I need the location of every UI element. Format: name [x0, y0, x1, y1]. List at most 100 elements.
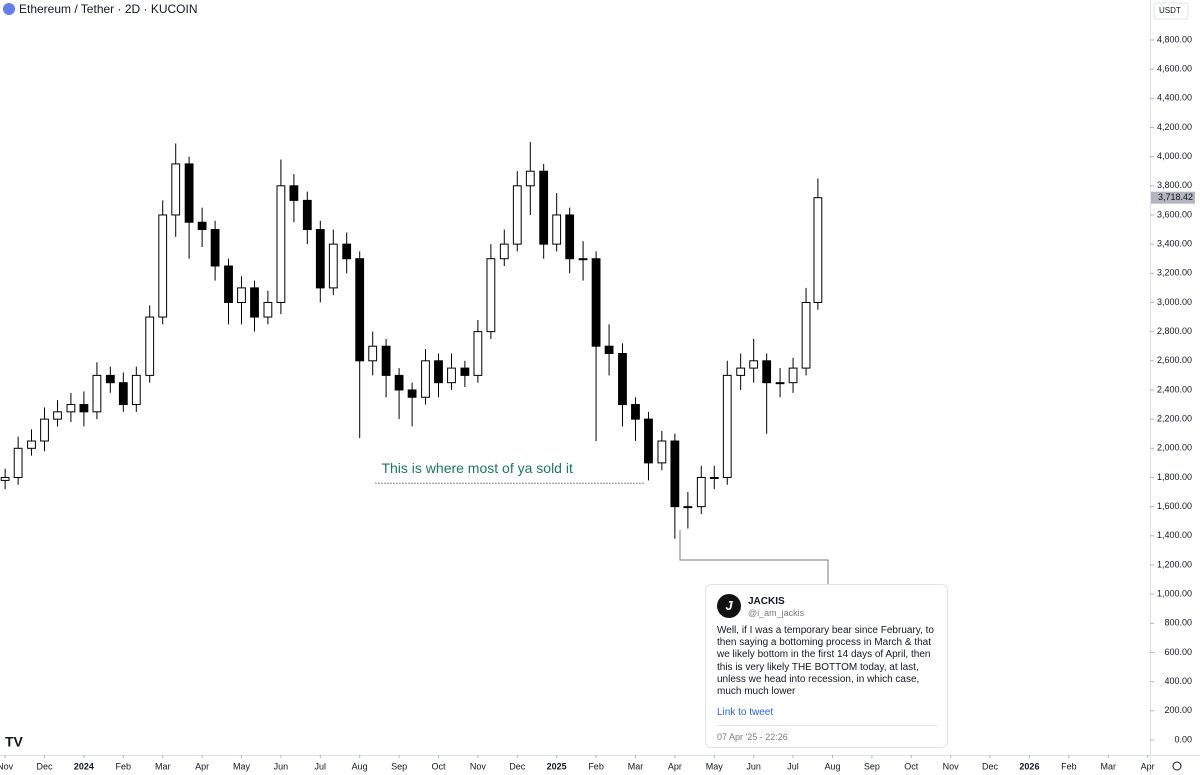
x-tick-label: 2025 — [547, 761, 567, 771]
settings-icon[interactable] — [1172, 761, 1182, 771]
candle-body — [618, 353, 627, 406]
candle-body — [813, 197, 823, 303]
annotation-text: This is where most of ya sold it — [381, 460, 573, 476]
y-tick-label: 2,800.00 — [1157, 326, 1192, 336]
candle-body — [644, 418, 653, 464]
svg-text:TV: TV — [5, 734, 24, 750]
x-tick-label: Feb — [1061, 761, 1077, 771]
candle-body — [473, 331, 483, 376]
candle-body — [539, 170, 549, 245]
candle-body — [421, 360, 430, 398]
tweet-connector — [679, 530, 829, 584]
coin-icon — [3, 3, 15, 15]
candle-body — [27, 440, 36, 449]
candle-body — [237, 287, 246, 303]
x-tick-label: Oct — [904, 761, 919, 771]
x-tick-label: Jul — [787, 761, 799, 771]
candle-body — [302, 199, 312, 231]
candle-body — [184, 163, 194, 223]
y-tick-label: 1,400.00 — [1157, 530, 1192, 540]
candle-body — [197, 221, 207, 231]
x-tick-label: Mar — [155, 761, 171, 771]
candle-body — [499, 243, 509, 260]
x-tick-label: Oct — [431, 761, 446, 771]
currency-box[interactable] — [1153, 2, 1189, 20]
x-tick-label: Feb — [116, 761, 132, 771]
y-tick-label: 4,400.00 — [1157, 93, 1192, 103]
candle-body — [342, 243, 352, 260]
candle-body — [394, 374, 404, 391]
x-tick-label: Dec — [509, 761, 526, 771]
candle-body — [788, 367, 798, 384]
candle-body — [13, 447, 23, 478]
y-tick-label: 4,800.00 — [1157, 34, 1192, 44]
tweet-avatar: J — [717, 594, 741, 618]
candle-body — [736, 367, 746, 376]
y-tick-label: 3,800.00 — [1157, 180, 1192, 190]
x-tick-label: Aug — [824, 761, 840, 771]
x-tick-label: Dec — [37, 761, 54, 771]
tweet-divider — [717, 725, 937, 726]
candle-body — [368, 345, 378, 362]
x-tick-label: Sep — [391, 761, 407, 771]
x-tick-label: May — [233, 761, 251, 771]
candle-body — [289, 185, 299, 201]
y-tick-label: 0.00 — [1174, 734, 1192, 744]
candle-body — [92, 374, 102, 413]
candle-body — [66, 404, 76, 413]
y-tick-label: 800.00 — [1164, 618, 1192, 628]
candle-body — [512, 185, 522, 245]
candle-body — [53, 411, 62, 420]
chart-title: Ethereum / Tether · 2D · KUCOIN — [19, 2, 198, 16]
candle-body — [79, 404, 89, 413]
candle-body — [460, 367, 470, 376]
tweet-name: JACKIS — [748, 596, 785, 607]
candle-body — [328, 243, 338, 289]
tv-logo: TV — [5, 734, 24, 750]
candle-body — [250, 287, 259, 318]
x-tick-label: Mar — [628, 761, 644, 771]
y-tick-label: 2,200.00 — [1157, 414, 1192, 424]
candle-body — [171, 163, 181, 216]
candle-body — [696, 476, 706, 508]
candle-body — [578, 258, 588, 261]
tweet-link[interactable]: Link to tweet — [717, 707, 774, 718]
x-tick-label: Jul — [315, 761, 327, 771]
candle-body — [749, 360, 759, 369]
y-tick-label: 200.00 — [1164, 705, 1192, 715]
candle-body — [355, 258, 365, 362]
candle-body — [407, 389, 417, 398]
candle-body — [591, 258, 601, 347]
x-tick-label: 2024 — [74, 761, 94, 771]
tweet-text: Well, if I was a temporary bear since Fe… — [717, 625, 934, 698]
candle-body — [210, 229, 220, 267]
tweet-date: 07 Apr '25 - 22:26 — [717, 732, 788, 742]
y-tick-label: 3,400.00 — [1157, 239, 1192, 249]
candle-body — [434, 360, 443, 384]
x-tick-label: Mar — [1100, 761, 1116, 771]
candle-body — [40, 418, 49, 442]
candle-body — [145, 316, 155, 376]
last-price-label: 3,718.42 — [1158, 192, 1193, 202]
x-tick-label: Apr — [668, 761, 682, 771]
x-tick-label: Sep — [864, 761, 880, 771]
candle-body — [131, 374, 141, 406]
candle-body — [565, 214, 575, 260]
x-tick-label: Nov — [470, 761, 487, 771]
tweet-card: J JACKIS @i_am_jackis Well, if I was a t… — [705, 584, 948, 748]
y-tick-label: 2,400.00 — [1157, 384, 1192, 394]
y-tick-label: 400.00 — [1164, 676, 1192, 686]
x-tick-label: Aug — [352, 761, 368, 771]
candle-body — [381, 345, 391, 376]
candle-body — [657, 440, 667, 464]
candle-body — [0, 476, 10, 481]
y-tick-label: 3,200.00 — [1157, 268, 1192, 278]
x-tick-label: 2026 — [1019, 761, 1039, 771]
candle-body — [683, 506, 693, 509]
candle-body — [105, 374, 115, 384]
candle-body — [315, 229, 325, 289]
candle-body — [762, 360, 772, 384]
candle-body — [158, 214, 168, 318]
